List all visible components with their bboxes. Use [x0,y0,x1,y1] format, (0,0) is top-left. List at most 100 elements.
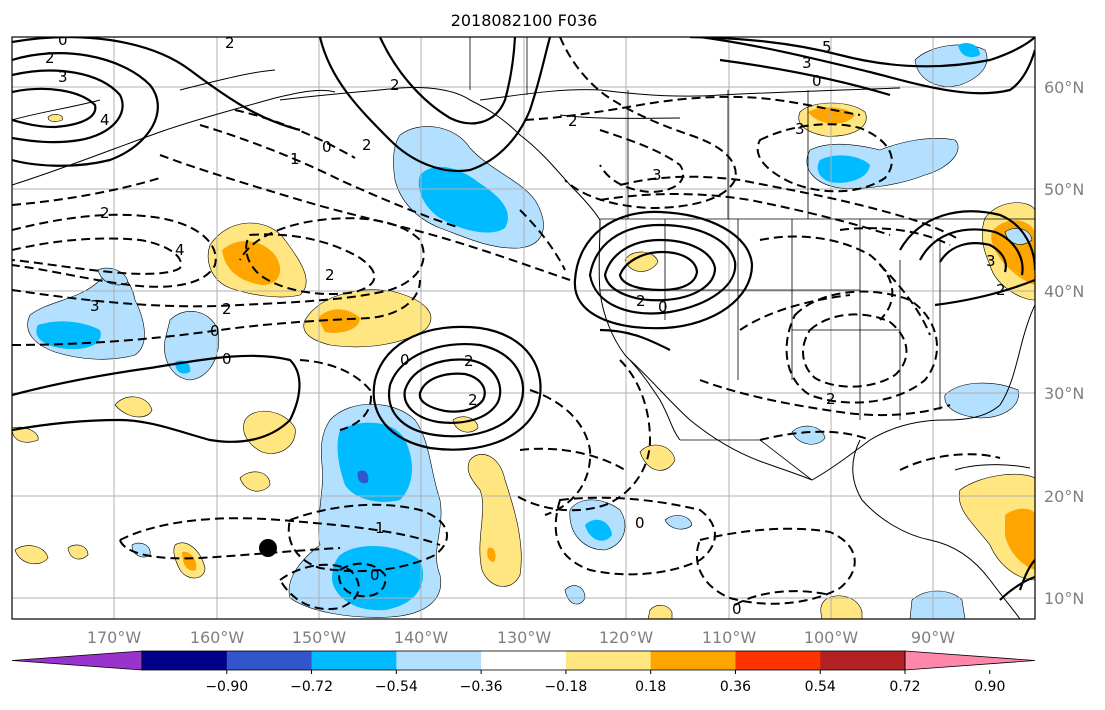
contour-label: 2 [468,391,478,409]
contour-label: 3 [652,166,662,184]
shading-positive-core [487,547,496,562]
contour-label: 0 [58,31,68,49]
colorbar-tick-label: 0.72 [889,679,920,695]
latitude-label: 30°N [1044,384,1084,403]
shading-positive-core [318,309,360,333]
colorbar: −0.90 −0.72 −0.54 −0.36 −0.18 0.18 0.36 0.54 0.7… [11,650,1036,695]
longitude-axis: 170°W 160°W 150°W 140°W 130°W 120°W 110°… [87,628,955,647]
latitude-axis: 60°N 50°N 40°N 30°N 20°N 10°N [1044,78,1084,608]
shading-negative-core [337,422,412,502]
shading-negative-strong [357,470,369,484]
colorbar-segment [311,651,397,670]
longitude-label: 90°W [911,628,955,647]
colorbar-tick-label: −0.72 [290,679,333,695]
contour-label: 0 [222,350,232,368]
shading-positive-core [1005,508,1035,570]
shading-negative-core [332,545,424,611]
map-frame [11,36,1036,620]
shading-positive-core [222,240,281,285]
latitude-label: 10°N [1044,589,1084,608]
shading-negative [944,382,1019,419]
colorbar-segment [820,651,906,670]
longitude-label: 120°W [599,628,654,647]
longitude-label: 140°W [394,628,449,647]
colorbar-segment [565,651,652,670]
contour-label: 1 [375,519,385,537]
latitude-label: 60°N [1044,78,1084,97]
longitude-label: 130°W [497,628,552,647]
contour-label: 0 [812,72,822,90]
colorbar-segment [481,651,567,670]
contour-label: 2 [362,136,372,154]
contour-label: 0 [322,138,332,156]
contour-label: 3 [90,297,100,315]
contour-label: 4 [175,241,185,259]
longitude-label: 160°W [190,628,245,647]
shading-positive [47,114,63,122]
colorbar-tick-label: −0.54 [375,679,418,695]
shading-positive [467,454,522,587]
contours-dashed [12,37,1001,610]
shading-negative-core [958,43,980,58]
shading-negative [664,515,693,530]
contours-solid [12,37,1035,601]
colorbar-tick-label: 0.18 [635,679,666,695]
colorbar-tick-label: 0.54 [805,679,836,695]
contour-label: 2 [826,390,836,408]
contour-label: 2 [568,112,578,130]
political-borders [469,37,1035,481]
contour-label: 4 [100,111,110,129]
contour-label: 2 [100,204,110,222]
contour-label: 2 [464,352,474,370]
contour-label: 0 [732,600,742,618]
shading-negative-core [418,166,508,233]
contour-label: 3 [802,54,812,72]
contour-label: 2 [45,49,55,67]
longitude-label: 170°W [87,628,142,647]
colorbar-segment [396,651,482,670]
shading-negative [791,425,826,445]
contour-label: 2 [225,34,235,52]
contour-label: 5 [822,38,832,56]
map-panel: 0 2 3 4 2 1 0 2 4 2 3 2 0 0 2 2 1 0 0 2 [11,31,1036,620]
colorbar-segment [226,651,313,670]
colorbar-segment [735,651,821,670]
contour-label: 3 [795,120,805,138]
contour-label: 0 [658,298,668,316]
contour-label: 1 [290,150,300,168]
colorbar-tick-label: 0.90 [974,679,1005,695]
contour-label: 2 [996,281,1006,299]
longitude-label: 100°W [804,628,859,647]
contour-label: 0 [210,322,220,340]
shading-positive [114,396,153,418]
longitude-label: 110°W [702,628,757,647]
shading-positive [647,605,673,619]
colorbar-tick-label: −0.36 [460,679,503,695]
colorbar-tick-label: −0.18 [544,679,587,695]
colorbar-segment [650,651,736,670]
contour-label: 2 [390,76,400,94]
storm-position-marker [259,539,277,557]
latitude-label: 40°N [1044,282,1084,301]
colorbar-frame [141,650,906,671]
contour-label: 0 [370,566,380,584]
latitude-label: 50°N [1044,180,1084,199]
shading-positive [67,544,89,560]
colorbar-tick-label: −0.90 [205,679,248,695]
shading-positive [239,471,271,492]
contour-label: 0 [635,514,645,532]
contour-label: 3 [58,68,68,86]
colorbar-extend-high [904,650,1036,671]
shading-positive [243,410,296,454]
contour-label: 0 [400,351,410,369]
latitude-label: 20°N [1044,487,1084,506]
colorbar-tick-label: 0.36 [720,679,751,695]
contour-label: 2 [222,300,232,318]
contour-labels: 0 2 3 4 2 1 0 2 4 2 3 2 0 0 2 2 1 0 0 2 [45,31,1006,618]
shading-positive [14,545,49,565]
figure-title: 2018082100 F036 [451,11,598,30]
contour-label: 2 [636,292,646,310]
contour-label: 2 [325,266,335,284]
shading-positive-core [182,551,197,571]
